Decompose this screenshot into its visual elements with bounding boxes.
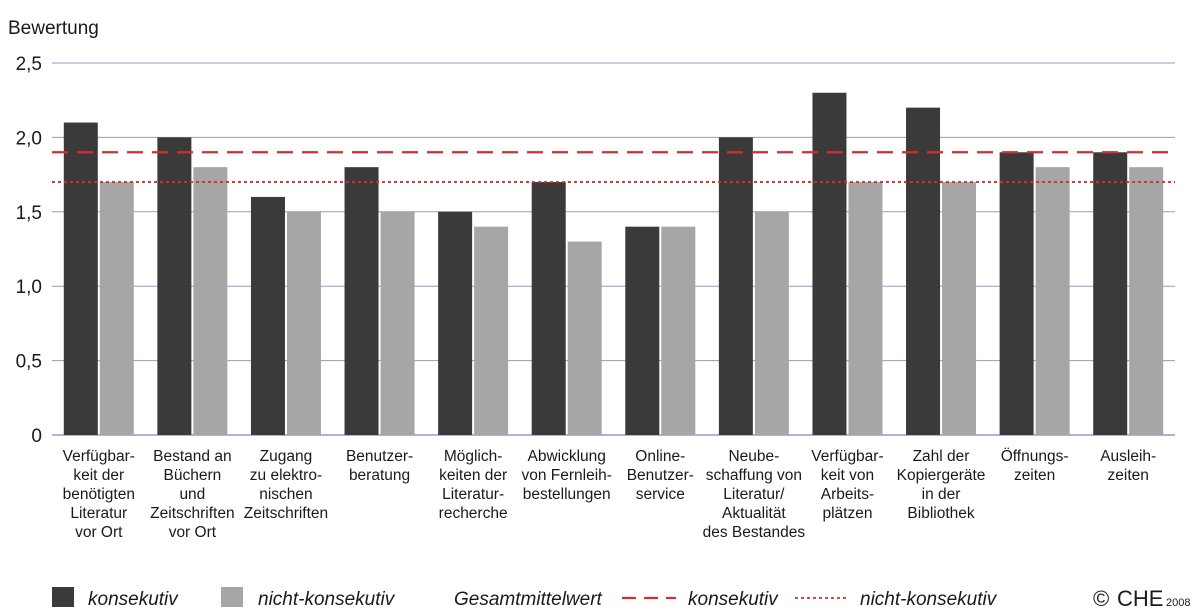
logo-year: 2008 (1166, 597, 1190, 609)
y-tick-label: 0,5 (16, 352, 42, 373)
legend-swatch-nicht-konsekutiv (221, 587, 243, 607)
legend-swatch-konsekutiv (52, 587, 74, 607)
bar-konsekutiv (438, 211, 473, 435)
reference-lines (52, 151, 1175, 183)
x-category-label: Möglich-keiten der Literatur-recherche (439, 448, 508, 522)
y-tick-label: 1,5 (16, 203, 42, 224)
bar-nicht-konsekutiv (193, 167, 228, 435)
legend: konsekutiv nicht-konsekutiv Gesamtmittel… (52, 587, 998, 610)
bar-nicht-konsekutiv (754, 211, 789, 435)
y-axis-ticks: 0 0,5 1,0 1,5 2,0 2,5 (16, 54, 42, 447)
y-tick-label: 2,0 (16, 128, 42, 149)
y-tick-label: 1,0 (16, 277, 42, 298)
x-category-label: Zugang zu elektro-nischen Zeitschriften (244, 448, 328, 522)
gridlines (52, 62, 1175, 436)
x-category-label: Online-Benutzer-service (627, 448, 694, 503)
bar-konsekutiv (906, 107, 941, 435)
bar-konsekutiv (999, 152, 1034, 435)
y-axis-title: Bewertung (8, 18, 99, 39)
bar-nicht-konsekutiv (567, 241, 602, 435)
copyright-symbol: © (1093, 586, 1109, 610)
bar-konsekutiv (63, 122, 98, 436)
y-tick-label: 2,5 (16, 54, 42, 75)
bars (63, 92, 1164, 436)
bar-nicht-konsekutiv (1129, 167, 1164, 435)
x-category-label: Neube-schaffung von Literatur/Aktualität d… (703, 448, 806, 541)
bar-konsekutiv (344, 167, 379, 435)
che-brand: CHE (1117, 586, 1163, 610)
bar-nicht-konsekutiv (286, 211, 321, 435)
legend-label-ref-nicht-konsekutiv: nicht-konsekutiv (860, 589, 998, 610)
legend-label-ref-konsekutiv: konsekutiv (688, 589, 779, 610)
bar-nicht-konsekutiv (380, 211, 415, 435)
bar-konsekutiv (157, 137, 192, 435)
x-category-label: Verfügbar-keit der benötigten Literatur vor… (63, 448, 135, 541)
legend-label-nicht-konsekutiv: nicht-konsekutiv (258, 589, 396, 610)
x-category-label: Benutzer-beratung (346, 448, 413, 484)
x-category-label: Ausleih-zeiten (1100, 448, 1156, 484)
bar-konsekutiv (812, 92, 847, 435)
bar-nicht-konsekutiv (474, 226, 509, 435)
x-category-label: Öffnungs-zeiten (1001, 447, 1069, 484)
bar-nicht-konsekutiv (99, 182, 134, 435)
bar-konsekutiv (1093, 152, 1128, 435)
x-category-label: Zahl der Kopiergeräte in der Bibliothek (897, 448, 986, 522)
bar-konsekutiv (625, 226, 660, 435)
bar-konsekutiv (531, 182, 566, 435)
x-category-label: Verfügbar-keit von Arbeits-plätzen (811, 448, 883, 522)
bar-nicht-konsekutiv (661, 226, 696, 435)
x-category-label: Abwicklung von Fernleih-bestellungen (521, 448, 611, 503)
y-tick-label: 0 (31, 426, 42, 447)
legend-label-konsekutiv: konsekutiv (88, 589, 179, 610)
bar-konsekutiv (250, 196, 285, 435)
x-category-label: Bestand an Büchern und Zeitschriften vor Ort (150, 448, 234, 541)
bar-nicht-konsekutiv (848, 182, 883, 435)
bar-nicht-konsekutiv (1035, 167, 1070, 435)
x-axis-labels: Verfügbar-keit der benötigten Literatur vor… (63, 447, 1157, 541)
legend-reference-title: Gesamtmittelwert (454, 589, 603, 610)
che-logo: © CHE 2008 (1093, 586, 1190, 610)
bar-nicht-konsekutiv (942, 182, 977, 435)
bar-konsekutiv (718, 137, 753, 435)
